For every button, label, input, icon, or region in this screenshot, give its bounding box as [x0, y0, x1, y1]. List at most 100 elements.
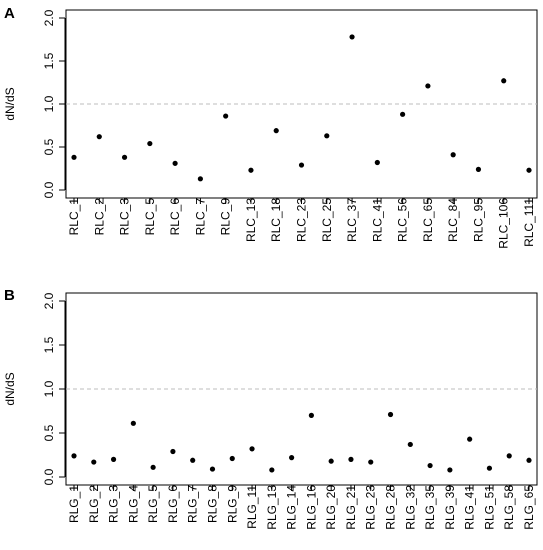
panel-a-x-tick-label: RLC_9	[219, 198, 233, 236]
panel-a-data-point	[324, 133, 330, 139]
panel-a-label: A	[4, 5, 15, 22]
panel-a-data-point	[223, 113, 229, 119]
panel-a-x-tick-label: RLC_1	[67, 198, 81, 236]
panel-a-y-tick-label: 1.0	[42, 95, 56, 112]
panel-a-x-tick-label: RLC_106	[497, 198, 511, 249]
panel-b-x-tick-label: RLG_16	[304, 485, 318, 530]
panel-a-data-point	[248, 167, 254, 173]
panel-a-data-point	[400, 111, 406, 117]
panel-b-x-tick-label: RLG_58	[502, 485, 516, 530]
panel-b-data-point	[387, 411, 394, 418]
panel-a-data-point	[121, 154, 128, 160]
panel-b-data-point	[486, 465, 493, 471]
panel-b-data-point	[71, 453, 77, 459]
panel-a-x-tick-label: RLC_37	[345, 198, 359, 242]
panel-b-label: B	[4, 287, 15, 304]
panel-b-x-tick-label: RLG_13	[265, 485, 279, 530]
panel-b-data-point	[348, 456, 354, 462]
panel-b-x-tick-label: RLG_41	[463, 485, 477, 530]
panel-b-x-tick-label: RLG_21	[344, 485, 358, 530]
panel-b-y-tick-label: 1.5	[42, 336, 56, 353]
panel-b-x-tick-label: RLG_14	[285, 485, 299, 530]
panel-b-x-tick-label: RLG_65	[522, 485, 536, 530]
panel-b-x-tick-label: RLG_9	[225, 485, 239, 523]
panel-b-y-tick-label: 0.0	[42, 468, 56, 485]
panel-b-x-tick-label: RLG_7	[186, 485, 200, 523]
panel-a-y-tick-label: 2.0	[42, 9, 56, 26]
panel-a-data-point	[475, 166, 482, 172]
panel-a-data-point	[197, 176, 203, 182]
panel-a-x-tick-label: RLC_6	[168, 198, 182, 236]
panel-a: A dN/dS 0.0 0.5 1.0 1.5 2.0 RLC_1 RLC_2 RLC_3 RL…	[3, 5, 538, 249]
panel-b-data-point	[427, 462, 433, 469]
panel-b-data-point	[308, 412, 314, 418]
panel-b-data-point	[130, 420, 136, 426]
panel-b-data-point	[269, 467, 275, 473]
panel-b-data-point	[249, 446, 255, 452]
panel-a-x-tick-label: RLC_5	[143, 198, 157, 236]
panel-b-x-tick-label: RLG_11	[245, 485, 259, 529]
panel-b-data-point	[526, 457, 532, 463]
panel-b-x-tick-label: RLG_6	[166, 485, 180, 523]
panel-a-x-tick-label: RLC_23	[295, 198, 309, 242]
panel-b-x-tick-label: RLG_2	[87, 485, 101, 523]
panel-a-data-point	[349, 34, 355, 40]
panel-b-x-tick-label: RLG_39	[443, 485, 457, 530]
panel-b-y-tick-label: 2.0	[42, 292, 56, 309]
panel-b-data-point	[368, 459, 374, 465]
panel-b-data-point	[150, 464, 156, 470]
panel-b-data-point	[407, 441, 413, 448]
panel-a-data-point	[374, 159, 380, 166]
panel-a-x-tick-label: RLC_18	[269, 198, 283, 242]
panel-b-data-point	[506, 453, 512, 459]
panel-a-x-tick-label: RLC_25	[320, 198, 334, 242]
panel-b-x-tick-label: RLG_1	[67, 485, 81, 523]
panel-b-y-tick-label: 0.5	[42, 424, 56, 441]
panel-b-data-point	[91, 459, 97, 465]
panel-b-data-point	[229, 455, 235, 462]
panel-a-data-point	[526, 167, 532, 173]
panel-a-data-point	[172, 160, 178, 166]
panel-a-x-tick-label: RLC_3	[118, 198, 132, 236]
panel-b-x-tick-label: RLG_23	[364, 485, 378, 530]
panel-a-x-tick-label: RLC_7	[193, 198, 207, 236]
panel-a-data-point	[425, 83, 431, 89]
panel-b: B dN/dS 0.0 0.5 1.0 1.5 2.0 RLG_1 RLG_2 RLG_3 RL…	[3, 287, 538, 530]
panel-a-data-point	[501, 78, 507, 84]
panel-a-y-tick-label: 0.0	[42, 181, 56, 198]
panel-a-ylabel: dN/dS	[3, 87, 17, 120]
panel-a-x-tick-label: RLC_84	[446, 198, 460, 242]
panel-b-data-point	[190, 457, 196, 463]
panel-b-x-tick-label: RLG_35	[423, 485, 437, 530]
panel-b-data-point	[289, 455, 295, 461]
panel-b-x-tick-label: RLG_51	[482, 485, 496, 530]
panel-a-x-tick-label: RLC_13	[244, 198, 258, 242]
panel-b-y-tick-label: 1.0	[42, 380, 56, 397]
panel-b-x-tick-label: RLG_32	[403, 485, 417, 530]
panel-b-x-tick-label: RLG_4	[126, 485, 140, 523]
panel-a-y-tick-label: 1.5	[42, 52, 56, 69]
panel-b-data-point	[209, 466, 216, 472]
panel-a-x-tick-label: RLC_111	[522, 198, 536, 247]
panel-a-data-point	[71, 154, 77, 160]
panel-b-ylabel: dN/dS	[3, 372, 17, 405]
panel-b-x-tick-label: RLG_28	[384, 485, 398, 530]
panel-a-data-point	[298, 162, 305, 168]
panel-a-x-tick-label: RLC_2	[92, 198, 106, 236]
panel-b-data-point	[110, 456, 117, 462]
panel-a-x-tick-label: RLC_41	[370, 198, 384, 242]
panel-b-x-tick-label: RLG_8	[205, 485, 219, 523]
panel-a-data-point	[96, 134, 102, 140]
panel-a-x-tick-label: RLC_65	[421, 198, 435, 242]
panel-b-x-tick-label: RLG_5	[146, 485, 160, 523]
panel-b-data-point	[447, 467, 453, 473]
panel-a-data-point	[450, 152, 456, 158]
panel-b-data-point	[467, 436, 473, 442]
panel-a-x-tick-label: RLC_95	[471, 198, 485, 242]
panel-a-y-tick-label: 0.5	[42, 138, 56, 155]
panel-a-data-point	[273, 128, 279, 134]
panel-a-x-tick-label: RLC_56	[396, 198, 410, 242]
panel-b-data-point	[170, 448, 176, 455]
panel-b-x-tick-label: RLG_3	[107, 485, 121, 523]
